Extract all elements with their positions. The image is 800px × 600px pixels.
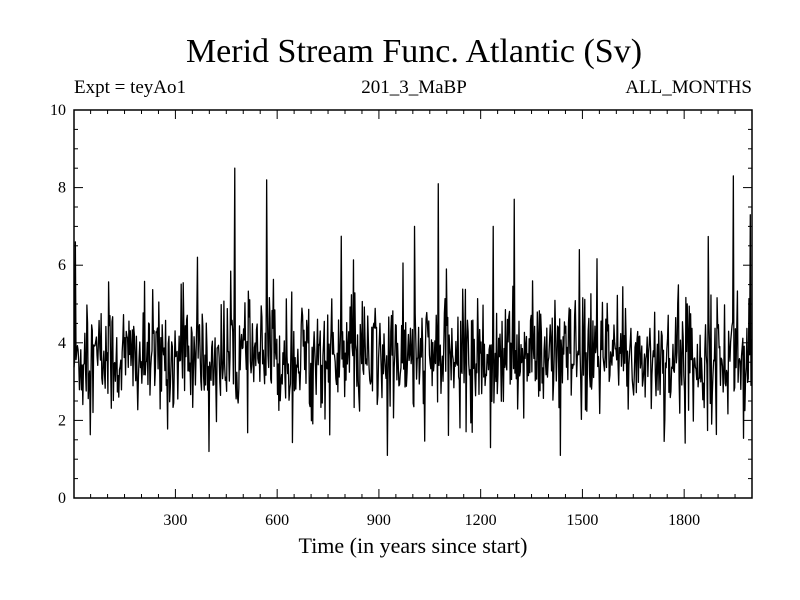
plot-frame — [73, 109, 753, 499]
x-tick-label: 1800 — [668, 512, 700, 529]
x-tick-label: 1200 — [465, 512, 497, 529]
series-line — [73, 167, 753, 456]
y-tick-label: 6 — [58, 257, 66, 274]
y-tick-label: 10 — [50, 102, 66, 119]
y-tick-label: 8 — [58, 180, 66, 197]
y-tick-label: 0 — [58, 490, 66, 507]
time-period-label: 201_3_MaBP — [361, 77, 467, 98]
experiment-label: Expt = teyAo1 — [74, 77, 187, 98]
x-tick-label: 600 — [265, 512, 289, 529]
series-layer — [73, 167, 753, 456]
y-tick-label: 2 — [58, 412, 66, 429]
x-tick-label: 1500 — [566, 512, 598, 529]
chart-title: Merid Stream Func. Atlantic (Sv) — [185, 33, 643, 70]
x-tick-label: 300 — [163, 512, 187, 529]
months-label: ALL_MONTHS — [625, 77, 752, 98]
x-tick-label: 900 — [367, 512, 391, 529]
y-tick-label: 4 — [58, 335, 66, 352]
x-axis-label: Time (in years since start) — [298, 533, 528, 558]
axes-layer: 0 2 4 6 8 10 300 600 900 1200 1500 1800 — [50, 102, 752, 529]
